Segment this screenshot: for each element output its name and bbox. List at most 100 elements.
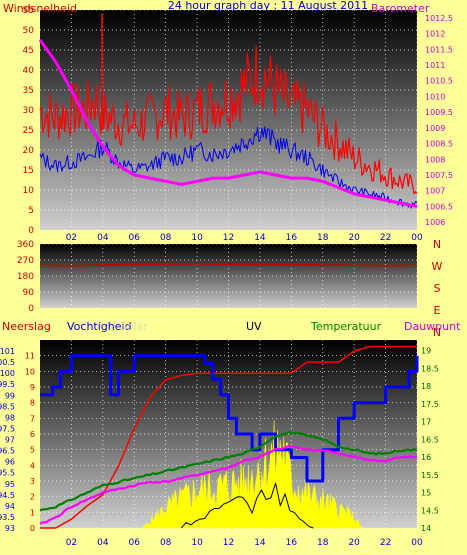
- temperature-y-tick: 17: [421, 418, 431, 427]
- temperature-y-tick: 17.5: [421, 400, 439, 409]
- barometer-y-tick: 1011: [425, 61, 445, 70]
- temperature-y-tick: 14: [421, 524, 431, 533]
- humidity-y-tick: 5: [30, 446, 35, 455]
- x-tick-label: 04: [97, 233, 109, 243]
- rain-y-tick: 100: [0, 369, 15, 378]
- wind-y-tick: 50: [23, 26, 35, 36]
- humidity-y-tick: 7: [30, 414, 35, 423]
- barometer-y-tick: 1011.5: [425, 45, 453, 54]
- direction-series: [39, 263, 418, 267]
- temperatuur-label: Temperatuur: [310, 320, 382, 333]
- x-tick-label: 20: [348, 538, 360, 548]
- wind-x-axis: 02 04 06 08 10 12 14 16 18 20 22 00: [66, 233, 423, 243]
- x-tick-label: 22: [380, 233, 391, 243]
- rain-y-tick: 94: [5, 502, 15, 511]
- humidity-y-tick: 4: [30, 461, 35, 470]
- wind-y-tick: 30: [23, 106, 35, 116]
- rain-y-axis: 93 93.5 94 94.5 95 95.5 96 96.5 97 97.5 98 98.5 99 99…: [0, 347, 15, 533]
- x-tick-label: 10: [191, 233, 203, 243]
- rain-y-tick: 93: [5, 524, 15, 533]
- barometer-y-tick: 1006: [425, 218, 445, 227]
- rain-y-tick: 94.5: [0, 491, 15, 500]
- barometer-y-tick: 1007: [425, 187, 445, 196]
- rain-y-tick: 100.5: [0, 358, 15, 367]
- wind-y-tick: 40: [23, 66, 35, 76]
- temperature-y-tick: 16: [421, 453, 431, 462]
- wind-y-tick: 10: [23, 186, 35, 196]
- barometer-y-axis: 1006 1006.5 1007 1007.5 1008 1008.5 1009 1009.5…: [425, 14, 453, 227]
- x-tick-label: 08: [160, 538, 172, 548]
- uv-line: [181, 482, 314, 529]
- wind-y-tick: 25: [23, 126, 34, 136]
- direction-line: [39, 263, 418, 267]
- x-tick-label: 20: [348, 233, 360, 243]
- humidity-y-tick: 3: [30, 477, 35, 486]
- wind-y-tick: 20: [23, 146, 35, 156]
- x-tick-label: 08: [160, 233, 172, 243]
- barometer-label: Barometer: [371, 2, 430, 15]
- x-tick-label: 06: [129, 233, 141, 243]
- temperature-y-tick: 18: [421, 382, 431, 391]
- gust-line: [39, 126, 418, 209]
- x-tick-label: 14: [254, 538, 266, 548]
- x-tick-label: 16: [286, 538, 298, 548]
- temperature-y-tick: 16.5: [421, 435, 439, 444]
- x-tick-label: 12: [223, 538, 234, 548]
- wind-y-tick: 15: [23, 166, 34, 176]
- barometer-y-tick: 1010: [425, 92, 445, 101]
- compass-letter: S: [434, 282, 441, 295]
- humidity-y-axis: 0 1 2 3 4 5 6 7 8 9 10 11: [25, 352, 35, 533]
- rain-y-tick: 95.5: [0, 469, 15, 478]
- temperature-y-tick: 18.5: [421, 364, 439, 373]
- rain-y-tick: 101: [0, 347, 15, 356]
- temperature-y-tick: 14.5: [421, 506, 439, 515]
- windsnelheid-label: Windsnelheid: [3, 2, 77, 15]
- rain-y-tick: 98: [5, 413, 15, 422]
- humidity-y-tick: 11: [25, 352, 35, 361]
- wind-y-tick: 45: [23, 46, 34, 56]
- compass-letter: E: [434, 304, 441, 317]
- barometer-y-tick: 1010.5: [425, 77, 453, 86]
- climate-x-axis: 02 04 06 08 10 12 14 16 18 20 22 00: [66, 538, 423, 548]
- barometer-y-tick: 1012.5: [425, 14, 453, 23]
- barometer-y-tick: 1009: [425, 124, 445, 133]
- temperature-line: [39, 431, 418, 512]
- barometer-y-tick: 1007.5: [425, 171, 453, 180]
- wind-y-axis: 0 5 10 15 20 25 30 35 40 45 50 55: [23, 6, 35, 236]
- compass-letter: N: [433, 326, 441, 339]
- x-tick-label: 06: [129, 538, 141, 548]
- wind-y-tick: 55: [23, 6, 34, 16]
- wind-series: [38, 14, 418, 209]
- vochtigheid-label: Vochtigheid: [67, 320, 132, 333]
- x-tick-label: 18: [317, 233, 329, 243]
- x-tick-label: 18: [317, 538, 329, 548]
- rain-y-tick: 93.5: [0, 513, 15, 522]
- barometer-y-tick: 1012: [425, 30, 445, 39]
- barometer-y-tick: 1006.5: [425, 202, 453, 211]
- direction-y-axis: 0 90 180 270 360: [17, 240, 34, 314]
- wind-line: [39, 45, 418, 195]
- direction-y-tick: 0: [28, 304, 34, 314]
- humidity-y-tick: 8: [30, 399, 35, 408]
- x-tick-label: 22: [380, 538, 391, 548]
- wind-y-tick: 5: [28, 206, 34, 216]
- humidity-y-tick: 10: [25, 367, 35, 376]
- rain-y-tick: 97.5: [0, 424, 15, 433]
- direction-y-tick: 270: [17, 256, 34, 266]
- climate-panel: 9393.59494.59595.59696.59797.59898.59999…: [0, 320, 461, 548]
- humidity-y-tick: 1: [30, 508, 35, 517]
- neerslag-label: Neerslag: [2, 320, 51, 333]
- rain-y-tick: 96.5: [0, 447, 15, 456]
- rain-y-tick: 96: [5, 458, 15, 467]
- direction-grid: [40, 243, 418, 309]
- humidity-y-tick: 0: [30, 524, 35, 533]
- dewpoint-line: [39, 445, 417, 525]
- x-tick-label: 02: [66, 233, 77, 243]
- humidity-y-tick: 2: [30, 493, 35, 502]
- rain-y-tick: 99: [5, 391, 15, 400]
- humidity-y-tick: 9: [30, 383, 35, 392]
